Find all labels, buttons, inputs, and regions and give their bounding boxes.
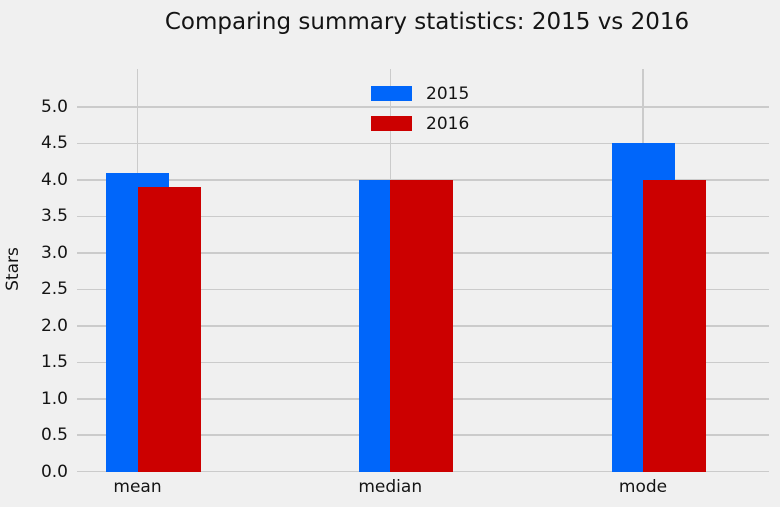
gridline-horizontal xyxy=(77,106,769,108)
y-tick-label: 1.0 xyxy=(40,388,68,409)
gridline-horizontal xyxy=(77,470,769,473)
y-tick-label: 5.0 xyxy=(40,97,68,117)
y-tick-label: 0.5 xyxy=(40,425,68,446)
y-tick-label: 3.5 xyxy=(40,206,68,227)
bar-2016-median xyxy=(390,179,454,472)
y-tick-label: 4.0 xyxy=(40,169,68,190)
bar-2016-mode xyxy=(643,179,706,472)
y-tick-label: 2.0 xyxy=(40,315,68,336)
gridline-horizontal xyxy=(77,142,769,145)
y-tick-label: 1.5 xyxy=(40,352,68,373)
y-tick-label: 4.5 xyxy=(40,133,68,154)
legend-label-2016: 2016 xyxy=(426,113,470,134)
x-tick-label: median xyxy=(358,477,423,497)
legend-label-2015: 2015 xyxy=(426,84,470,104)
bar-2016-mean xyxy=(137,187,201,472)
legend-swatch-2015 xyxy=(370,86,412,101)
x-tick-label: mode xyxy=(618,477,668,497)
legend-swatch-2016 xyxy=(370,115,412,131)
x-tick-label: mean xyxy=(113,477,162,497)
chart-title: Comparing summary statistics: 2015 vs 20… xyxy=(164,9,690,35)
y-tick-label: 2.5 xyxy=(40,279,68,300)
y-tick-label: 3.0 xyxy=(40,242,68,263)
y-tick-label: 0.0 xyxy=(40,461,68,482)
y-axis-label: Stars xyxy=(3,247,23,291)
